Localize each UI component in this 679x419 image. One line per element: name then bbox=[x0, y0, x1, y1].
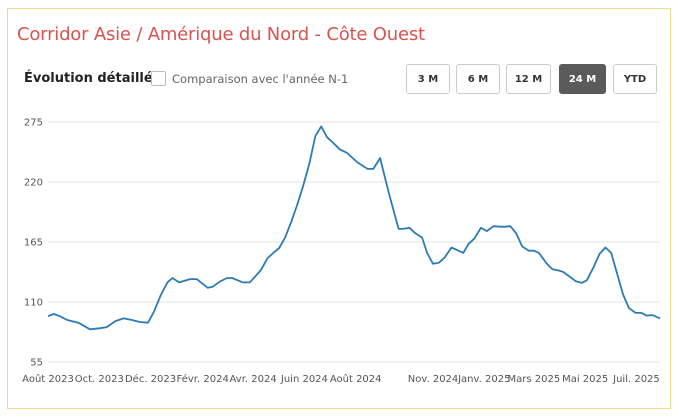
y-tick-label: 55 bbox=[30, 358, 43, 369]
checkbox-box[interactable] bbox=[151, 71, 166, 86]
x-tick-label: Avr. 2024 bbox=[230, 374, 277, 385]
series-line bbox=[47, 125, 661, 331]
x-tick-label: Août 2024 bbox=[330, 373, 382, 385]
y-tick-label: 110 bbox=[24, 298, 43, 309]
range-button-6m[interactable]: 6 M bbox=[456, 64, 500, 94]
x-tick-label: Mai 2025 bbox=[562, 374, 608, 385]
y-tick-label: 220 bbox=[24, 178, 43, 189]
x-tick-label: Nov. 2024 bbox=[408, 374, 459, 385]
range-button-24m[interactable]: 24 M bbox=[559, 64, 606, 94]
x-tick-label: Mars 2025 bbox=[508, 374, 561, 385]
comparison-checkbox[interactable]: Comparaison avec l'année N-1 bbox=[151, 71, 348, 86]
x-tick-label: Janv. 2025 bbox=[457, 374, 510, 385]
y-tick-label: 165 bbox=[24, 238, 43, 249]
x-tick-label: Déc. 2023 bbox=[125, 373, 176, 385]
x-tick-label: Juin 2024 bbox=[280, 374, 328, 385]
chart-card-title: Corridor Asie / Amérique du Nord - Côte … bbox=[17, 24, 425, 45]
x-tick-label: Juil. 2025 bbox=[612, 374, 660, 385]
comparison-label: Comparaison avec l'année N-1 bbox=[172, 71, 349, 86]
x-tick-label: Oct. 2023 bbox=[75, 374, 124, 385]
range-button-3m[interactable]: 3 M bbox=[406, 64, 450, 94]
range-button-ytd[interactable]: YTD bbox=[613, 64, 657, 94]
x-tick-label: Févr. 2024 bbox=[177, 373, 229, 385]
x-tick-label: Août 2023 bbox=[22, 373, 74, 385]
y-tick-label: 275 bbox=[24, 118, 43, 129]
section-subtitle: Évolution détaillée bbox=[24, 71, 162, 86]
range-button-12m[interactable]: 12 M bbox=[506, 64, 551, 94]
